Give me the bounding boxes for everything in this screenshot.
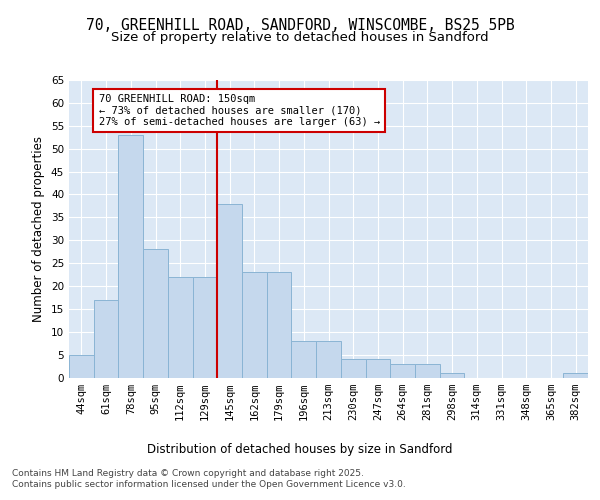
Bar <box>316 341 341 378</box>
Bar <box>390 364 415 378</box>
Bar <box>168 277 193 378</box>
Bar <box>118 135 143 378</box>
Bar <box>267 272 292 378</box>
Y-axis label: Number of detached properties: Number of detached properties <box>32 136 46 322</box>
Bar <box>440 373 464 378</box>
Text: 70, GREENHILL ROAD, SANDFORD, WINSCOMBE, BS25 5PB: 70, GREENHILL ROAD, SANDFORD, WINSCOMBE,… <box>86 18 514 32</box>
Bar <box>143 250 168 378</box>
Text: Contains HM Land Registry data © Crown copyright and database right 2025.: Contains HM Land Registry data © Crown c… <box>12 469 364 478</box>
Bar <box>341 359 365 378</box>
Bar <box>217 204 242 378</box>
Text: Contains public sector information licensed under the Open Government Licence v3: Contains public sector information licen… <box>12 480 406 489</box>
Bar <box>365 359 390 378</box>
Bar <box>415 364 440 378</box>
Text: 70 GREENHILL ROAD: 150sqm
← 73% of detached houses are smaller (170)
27% of semi: 70 GREENHILL ROAD: 150sqm ← 73% of detac… <box>98 94 380 127</box>
Bar <box>292 341 316 378</box>
Bar <box>242 272 267 378</box>
Bar <box>69 354 94 378</box>
Text: Size of property relative to detached houses in Sandford: Size of property relative to detached ho… <box>111 32 489 44</box>
Bar <box>94 300 118 378</box>
Text: Distribution of detached houses by size in Sandford: Distribution of detached houses by size … <box>147 442 453 456</box>
Bar <box>193 277 217 378</box>
Bar <box>563 373 588 378</box>
